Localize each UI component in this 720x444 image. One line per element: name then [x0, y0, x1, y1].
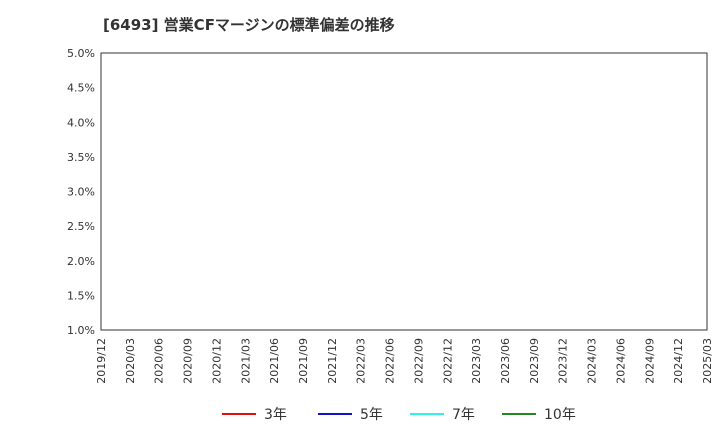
x-tick-label: 2023/12 — [557, 338, 570, 384]
x-tick-label: 2022/03 — [355, 338, 368, 384]
y-tick-label: 1.0% — [67, 324, 95, 337]
x-tick-label: 2023/06 — [499, 338, 512, 384]
y-tick-label: 3.0% — [67, 186, 95, 199]
legend-label-3年: 3年 — [264, 407, 287, 423]
y-tick-label: 5.0% — [67, 47, 95, 60]
y-tick-label: 2.5% — [67, 220, 95, 233]
legend: 3年 5年 7年 10年 — [222, 407, 576, 423]
chart-title: [6493] 営業CFマージンの標準偏差の推移 — [103, 16, 395, 34]
x-tick-label: 2024/03 — [586, 338, 599, 384]
legend-label-5年: 5年 — [360, 407, 383, 423]
x-tick-label: 2024/12 — [672, 338, 685, 384]
x-tick-label: 2024/09 — [643, 338, 656, 384]
x-tick-label: 2020/12 — [210, 338, 223, 384]
y-tick-label: 4.5% — [67, 82, 95, 95]
axes: 1.0% 1.5% 2.0% 2.5% 3.0% 3.5% 4.0% 4.5% 5.0% 2019… — [67, 47, 714, 384]
y-tick-label: 4.0% — [67, 116, 95, 129]
x-tick-label: 2021/03 — [239, 338, 252, 384]
legend-label-10年: 10年 — [544, 407, 576, 423]
x-tick-label: 2021/12 — [326, 338, 339, 384]
y-tick-label: 1.5% — [67, 289, 95, 302]
y-tick-label: 2.0% — [67, 255, 95, 268]
x-tick-label: 2024/06 — [614, 338, 627, 384]
x-tick-label: 2021/09 — [297, 338, 310, 384]
x-tick-label: 2020/03 — [124, 338, 137, 384]
x-tick-label: 2023/03 — [470, 338, 483, 384]
legend-label-7年: 7年 — [452, 407, 475, 423]
x-tick-label: 2023/09 — [528, 338, 541, 384]
x-tick-label: 2021/06 — [268, 338, 281, 384]
x-tick-label: 2020/06 — [153, 338, 166, 384]
y-tick-label: 3.5% — [67, 151, 95, 164]
x-tick-label: 2025/03 — [701, 338, 714, 384]
x-tick-label: 2019/12 — [95, 338, 108, 384]
x-tick-label: 2022/06 — [384, 338, 397, 384]
x-tick-label: 2022/09 — [412, 338, 425, 384]
plot-frame — [100, 52, 708, 331]
x-tick-label: 2022/12 — [441, 338, 454, 384]
x-tick-label: 2020/09 — [182, 338, 195, 384]
